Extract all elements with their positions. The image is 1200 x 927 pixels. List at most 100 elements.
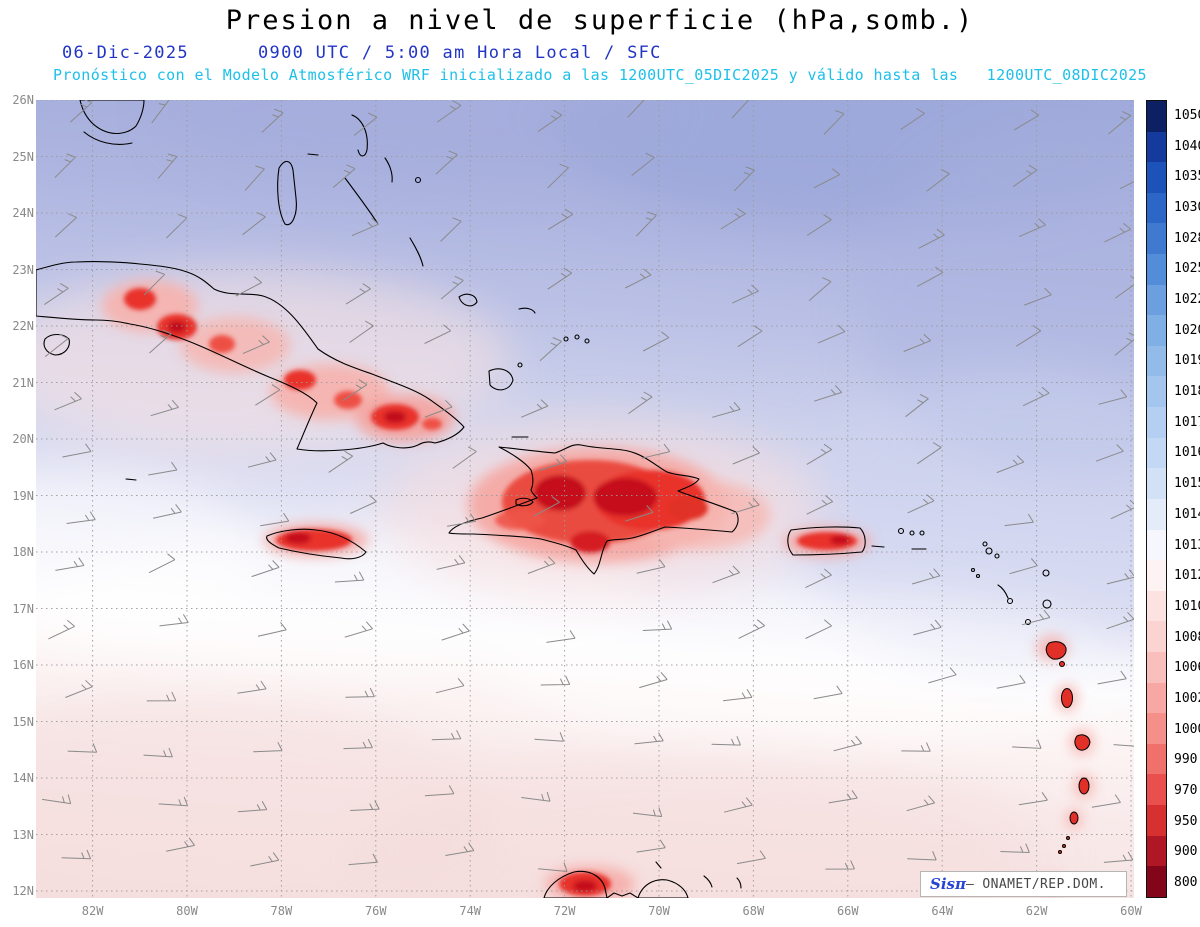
colorbar-cell (1147, 376, 1166, 408)
wind-barb (913, 619, 942, 636)
wind-barb (533, 496, 560, 517)
watermark-brand: Sisπ (930, 875, 966, 893)
wind-barb (54, 153, 76, 179)
wind-barb (642, 331, 670, 352)
coast-south-america (606, 892, 639, 898)
wind-barb (547, 208, 574, 230)
wind-barb (54, 391, 82, 411)
coast-virgin-2 (909, 530, 915, 536)
watermark-org: – ONAMET/REP.DOM. (965, 876, 1106, 892)
wind-barb (806, 214, 832, 236)
coast-st-martin (985, 547, 993, 555)
wind-barb (720, 207, 746, 230)
wind-barb (342, 379, 368, 402)
island-st-lucia (1078, 777, 1090, 795)
wind-barb (435, 677, 465, 694)
colorbar-cell (1147, 713, 1166, 744)
wind-barb (165, 213, 188, 239)
wind-barb (1004, 513, 1034, 527)
wind-barb (631, 152, 655, 176)
wind-barb (1095, 444, 1124, 462)
wind-barb (151, 100, 170, 124)
wind-barb (447, 513, 477, 527)
coast-puerto-rico (787, 526, 866, 556)
wind-barb (736, 850, 766, 865)
wind-barb (813, 685, 843, 700)
wind-barb (424, 324, 452, 344)
coast-aruba (655, 861, 662, 869)
wind-barb (149, 329, 172, 354)
wind-barb (624, 268, 652, 289)
wind-barb (732, 446, 760, 465)
wind-barb (452, 446, 477, 469)
wind-barb (731, 284, 759, 304)
wind-barb (712, 565, 740, 584)
colorbar-cell (1147, 223, 1166, 255)
watermark: Sisπ – ONAMET/REP.DOM. (920, 871, 1127, 897)
wind-barb (1103, 851, 1134, 863)
colorbar-cell (1147, 529, 1166, 561)
colorbar-cell (1147, 743, 1166, 775)
wind-barb (334, 571, 365, 583)
wind-barb (642, 620, 673, 631)
island-marie-galante (1059, 661, 1065, 667)
wind-barb (424, 785, 455, 797)
wind-barb (1104, 222, 1131, 243)
colorbar-cell (1147, 468, 1166, 499)
island-grenadines-3 (1058, 850, 1062, 854)
wind-barb (539, 337, 562, 362)
wind-barb (1098, 389, 1128, 405)
wind-barb (737, 325, 763, 348)
colorbar-cell (1147, 682, 1166, 714)
wind-barb (440, 217, 462, 242)
wind-barb (61, 849, 92, 860)
wind-barb (1091, 794, 1121, 808)
wind-barb (253, 741, 283, 753)
wind-barb (152, 504, 182, 519)
wind-barb (539, 454, 568, 471)
header-date: 06-Dic-2025 (62, 43, 189, 63)
wind-barb (547, 267, 573, 290)
colorbar-cell (1147, 162, 1166, 193)
wind-barb (1114, 332, 1134, 356)
wind-barb (1016, 325, 1042, 347)
coast-great-inagua (488, 368, 514, 391)
coast-mayaguana (518, 307, 536, 314)
wind-barb (148, 461, 178, 476)
wind-barb (1108, 110, 1132, 135)
wind-barb (70, 100, 93, 123)
wind-barb (712, 401, 741, 418)
wind-barb (62, 443, 92, 458)
coast-cat-island (384, 157, 393, 183)
wind-barb (547, 163, 569, 189)
wind-barb (67, 743, 98, 753)
wind-barb (44, 282, 69, 306)
wind-barb (738, 619, 766, 639)
coast-turks-1 (563, 336, 569, 342)
coast-gonave (515, 497, 534, 507)
wind-barb (436, 555, 466, 570)
wind-barb (44, 333, 69, 357)
colorbar-cell (1147, 835, 1166, 867)
wind-barb (42, 794, 72, 805)
wind-barb (907, 851, 937, 861)
coast-vieques (871, 545, 885, 548)
wind-barb (635, 211, 657, 237)
wind-barb (833, 735, 862, 752)
coast-turks-3 (584, 338, 590, 344)
wind-barb (435, 150, 458, 175)
wind-barb (1106, 569, 1134, 585)
coast-st-barth (994, 553, 1000, 559)
wind-barb (251, 560, 280, 578)
wind-barb (328, 450, 353, 473)
wind-barb (805, 568, 832, 589)
wind-barb (527, 556, 556, 574)
wind-barb (641, 443, 671, 459)
wind-barb (723, 689, 753, 702)
wind-barb (332, 164, 356, 188)
low-pressure-cores (124, 288, 857, 896)
wind-barb (628, 391, 653, 415)
wind-barb (903, 333, 932, 352)
wind-barb (244, 165, 265, 191)
